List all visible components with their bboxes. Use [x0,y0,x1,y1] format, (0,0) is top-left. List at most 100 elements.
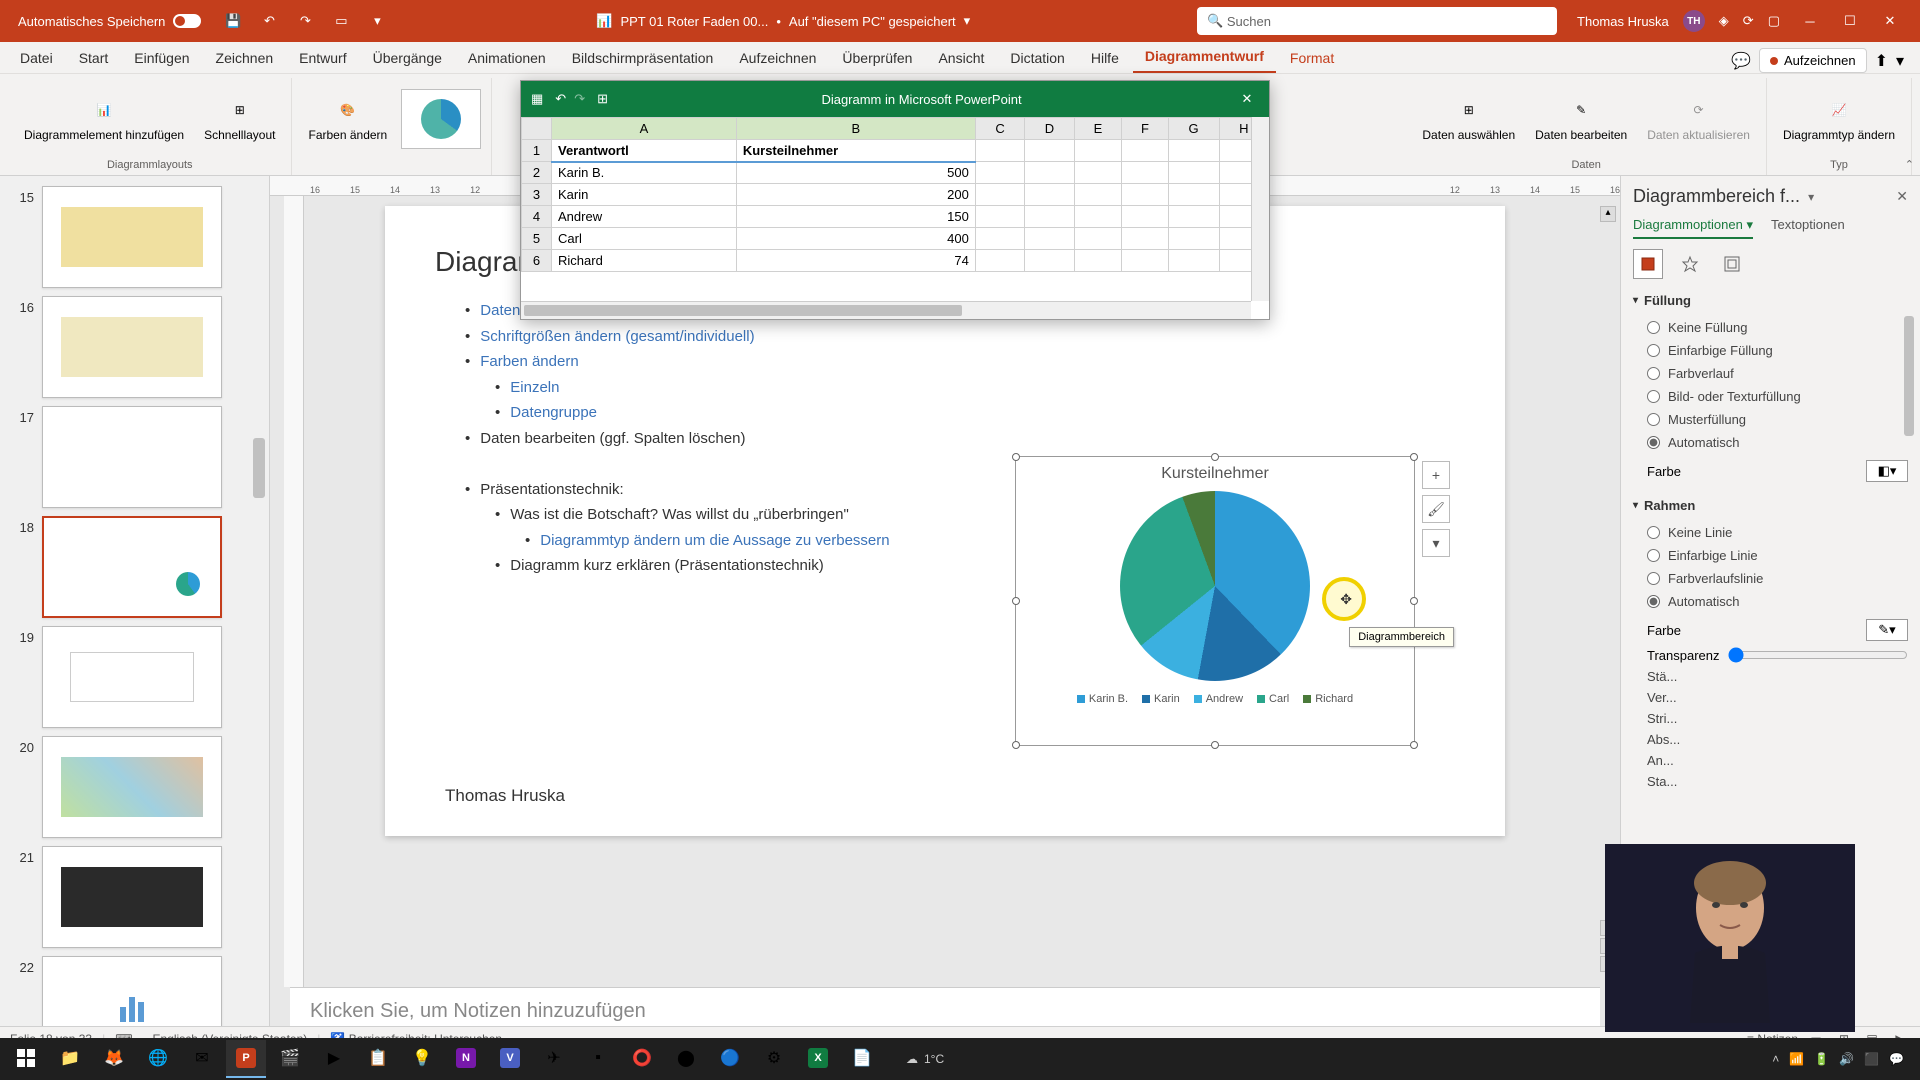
app-icon[interactable]: V [490,1040,530,1078]
fill-option[interactable]: Farbverlauf [1647,362,1908,385]
tab-einfuegen[interactable]: Einfügen [122,43,201,73]
more-icon[interactable]: ▾ [365,9,389,33]
tab-ansicht[interactable]: Ansicht [926,43,996,73]
resize-handle[interactable] [1410,597,1418,605]
excel-chart-icon[interactable]: ⊞ [597,91,608,107]
tray-chevron-icon[interactable]: ˄ [1772,1052,1779,1066]
vlc-icon[interactable]: ▶ [314,1040,354,1078]
tab-datei[interactable]: Datei [8,43,65,73]
tab-bildschirm[interactable]: Bildschirmpräsentation [560,43,726,73]
tab-animationen[interactable]: Animationen [456,43,558,73]
format-pane-scrollbar[interactable] [1902,306,1916,1040]
powerpoint-icon[interactable]: P [226,1040,266,1078]
size-icon[interactable] [1717,249,1747,279]
border-property[interactable]: Abs... [1633,728,1908,749]
settings-icon[interactable]: ⚙ [754,1040,794,1078]
chrome-icon[interactable]: 🌐 [138,1040,178,1078]
slide-thumb[interactable] [42,736,222,838]
save-icon[interactable]: 💾 [221,9,245,33]
excel-menu-icon[interactable]: ▦ [531,91,543,107]
border-property[interactable]: An... [1633,749,1908,770]
share-icon[interactable]: ⬆ [1875,51,1888,71]
resize-handle[interactable] [1410,741,1418,749]
resize-handle[interactable] [1410,453,1418,461]
explorer-icon[interactable]: 📁 [50,1040,90,1078]
slide-thumbnail-panel[interactable]: 15 16 17 18 19 20 21 22 23 24 [0,176,270,1050]
tab-zeichnen[interactable]: Zeichnen [204,43,286,73]
chart-legend[interactable]: Karin B. Karin Andrew Carl Richard [1016,693,1414,705]
tab-aufzeichnen[interactable]: Aufzeichnen [727,43,828,73]
tab-text-options[interactable]: Textoptionen [1771,217,1845,239]
border-property[interactable]: Sta... [1633,770,1908,791]
volume-icon[interactable]: 🔊 [1839,1052,1854,1066]
border-option[interactable]: Automatisch [1647,590,1908,613]
edit-data-button[interactable]: ✎ Daten bearbeiten [1529,90,1633,146]
app-icon[interactable]: ▪ [578,1040,618,1078]
excel-data-table[interactable]: A B C D E F G H 1 Verantwortl Kursteilne… [521,117,1269,272]
resize-handle[interactable] [1012,597,1020,605]
search-input[interactable]: 🔍 Suchen [1197,7,1557,35]
redo-icon[interactable]: ↷ [293,9,317,33]
col-header[interactable]: A [552,118,737,140]
transparency-slider[interactable] [1728,647,1909,663]
change-colors-button[interactable]: 🎨 Farben ändern [302,90,393,146]
app-icon[interactable]: ⬤ [666,1040,706,1078]
chart-elements-button[interactable]: + [1422,461,1450,489]
minimize-button[interactable]: ─ [1790,6,1830,36]
firefox-icon[interactable]: 🦊 [94,1040,134,1078]
tab-ueberpruefen[interactable]: Überprüfen [830,43,924,73]
tab-entwurf[interactable]: Entwurf [287,43,358,73]
chart-style-gallery[interactable] [401,89,481,149]
app-icon[interactable]: ⭕ [622,1040,662,1078]
app-icon[interactable]: 📄 [842,1040,882,1078]
border-option[interactable]: Einfarbige Linie [1647,544,1908,567]
table-cell[interactable]: Andrew [552,206,737,228]
slide-thumb[interactable] [42,296,222,398]
weather-widget[interactable]: ☁ 1°C [906,1052,944,1066]
user-avatar[interactable]: TH [1683,10,1705,32]
table-cell[interactable]: Richard [552,250,737,272]
table-cell[interactable]: Verantwortl [552,140,737,162]
app-icon[interactable]: 💡 [402,1040,442,1078]
table-cell[interactable]: Karin B. [552,162,737,184]
resize-handle[interactable] [1012,453,1020,461]
fill-option[interactable]: Keine Füllung [1647,316,1908,339]
telegram-icon[interactable]: ✈ [534,1040,574,1078]
fill-option[interactable]: Musterfüllung [1647,408,1908,431]
maximize-button[interactable]: ☐ [1830,6,1870,36]
comments-icon[interactable]: 💬 [1731,51,1751,71]
excel-redo-icon[interactable]: ↷ [574,91,585,107]
excel-icon[interactable]: X [798,1040,838,1078]
excel-data-window[interactable]: ▦ ↶ ↷ ⊞ Diagramm in Microsoft PowerPoint… [520,80,1270,320]
table-cell[interactable]: 74 [736,250,975,272]
border-option[interactable]: Farbverlaufslinie [1647,567,1908,590]
col-header[interactable]: F [1122,118,1168,140]
excel-undo-icon[interactable]: ↶ [555,91,566,107]
tab-uebergaenge[interactable]: Übergänge [361,43,454,73]
fill-line-icon[interactable] [1633,249,1663,279]
excel-close-button[interactable]: ✕ [1235,87,1259,111]
tab-dictation[interactable]: Dictation [998,43,1076,73]
autosave-toggle[interactable] [173,14,201,28]
table-cell[interactable]: Kursteilnehmer [736,140,975,162]
slide-thumb[interactable] [42,406,222,508]
start-button[interactable] [6,1040,46,1078]
table-cell[interactable]: 500 [736,162,975,184]
slide-thumb-active[interactable] [42,516,222,618]
collapse-icon[interactable]: ⌃ [1905,158,1914,171]
add-chart-element-button[interactable]: 📊 Diagrammelement hinzufügen [18,90,190,146]
wifi-icon[interactable]: 📶 [1789,1052,1804,1066]
battery-icon[interactable]: 🔋 [1814,1052,1829,1066]
border-property[interactable]: Ver... [1633,686,1908,707]
tray-icon[interactable]: ⬛ [1864,1052,1879,1066]
table-cell[interactable]: Karin [552,184,737,206]
close-pane-button[interactable]: ✕ [1896,188,1908,205]
slide-thumb[interactable] [42,846,222,948]
pie-chart-object[interactable]: Kursteilnehmer Karin B. Karin Andrew Car… [1015,456,1415,746]
fill-option[interactable]: Einfarbige Füllung [1647,339,1908,362]
change-chart-type-button[interactable]: 📈 Diagrammtyp ändern [1777,90,1901,146]
col-header[interactable]: E [1074,118,1122,140]
collapse-ribbon-icon[interactable]: ▾ [1896,51,1904,71]
col-header[interactable]: G [1168,118,1219,140]
refresh-data-button[interactable]: ⟳ Daten aktualisieren [1641,90,1756,146]
